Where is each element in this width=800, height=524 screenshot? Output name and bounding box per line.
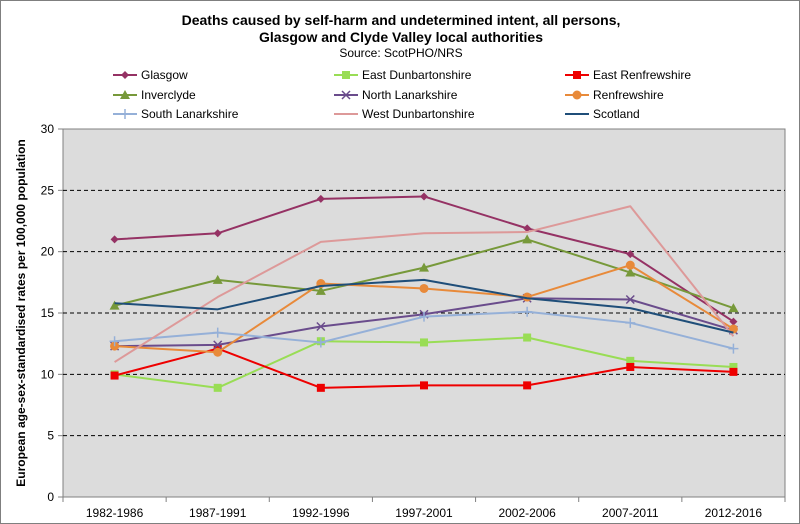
legend-label: East Renfrewshire (593, 68, 691, 82)
data-point (626, 356, 635, 365)
legend-item: Renfrewshire (565, 88, 664, 102)
x-axis-ticks: 1982-1986 1987-1991 1992-1996 1997-2001 2002… (62, 497, 786, 520)
legend-item: East Renfrewshire (565, 68, 691, 82)
x-tick-label: 2002-2006 (498, 506, 556, 520)
x-tick-label: 1982-1986 (86, 506, 144, 520)
y-tick-label: 25 (41, 183, 55, 197)
data-point (420, 338, 428, 347)
legend-label: Glasgow (141, 68, 188, 82)
series-group (109, 192, 739, 392)
legend-label: Renfrewshire (593, 88, 664, 102)
legend-label: West Dunbartonshire (362, 107, 475, 121)
data-point (212, 327, 223, 338)
data-point (523, 224, 532, 233)
data-point (625, 267, 636, 277)
data-point (573, 71, 581, 79)
data-point (420, 192, 428, 201)
data-point (121, 71, 129, 79)
series-west-dunbartonshire (114, 205, 735, 363)
data-point (110, 371, 119, 380)
data-point (342, 71, 350, 79)
data-point (213, 347, 223, 357)
data-point (523, 333, 532, 342)
data-point (626, 250, 635, 259)
y-axis-ticks: 0 5 10 15 20 25 30 (41, 122, 63, 504)
data-point (626, 362, 635, 371)
data-point (315, 285, 326, 295)
legend-label: Scotland (593, 107, 640, 121)
y-tick-label: 30 (41, 122, 55, 136)
y-tick-label: 0 (47, 490, 54, 504)
y-tick-label: 15 (41, 306, 55, 320)
data-point (109, 336, 120, 347)
y-tick-label: 20 (41, 245, 55, 259)
data-point (213, 383, 222, 392)
data-point (419, 283, 429, 293)
data-point (522, 306, 533, 317)
chart-title-line2: Glasgow and Clyde Valley local authoriti… (259, 29, 543, 45)
data-point (419, 262, 429, 272)
legend-item: East Dunbartonshire (334, 68, 472, 82)
data-point (522, 234, 533, 244)
data-point (420, 381, 428, 390)
data-point (316, 383, 325, 392)
data-point (419, 311, 429, 322)
data-point (523, 381, 532, 390)
data-point (625, 260, 635, 270)
data-point (110, 235, 119, 244)
series-glasgow (110, 192, 738, 326)
data-point (729, 362, 738, 371)
series-scotland (114, 278, 734, 334)
y-tick-label: 10 (41, 367, 55, 381)
data-point (729, 317, 738, 326)
series-south-lanarkshire (109, 306, 739, 354)
data-point (625, 317, 636, 328)
data-point (572, 90, 582, 100)
legend-item: South Lanarkshire (113, 107, 239, 121)
legend-label: South Lanarkshire (141, 107, 239, 121)
series-line (114, 205, 735, 363)
data-point (316, 321, 326, 332)
data-point (729, 367, 738, 376)
legend-item: Inverclyde (113, 88, 196, 102)
data-point (316, 194, 325, 203)
data-point (120, 109, 130, 119)
legend-item: West Dunbartonshire (334, 107, 475, 121)
data-point (213, 229, 222, 238)
y-tick-label: 5 (47, 429, 54, 443)
legend-item: Scotland (565, 107, 640, 121)
data-point (212, 274, 223, 284)
x-tick-label: 1997-2001 (395, 506, 453, 520)
x-tick-label: 1992-1996 (292, 506, 350, 520)
legend-label: Inverclyde (141, 88, 196, 102)
y-axis-label: European age-sex-standardised rates per … (14, 139, 28, 486)
data-point (213, 340, 223, 350)
legend-label: East Dunbartonshire (362, 68, 472, 82)
legend-item: Glasgow (113, 68, 188, 82)
series-renfrewshire (110, 260, 738, 357)
chart-subtitle: Source: ScotPHO/NRS (339, 46, 462, 60)
series-inverclyde (109, 234, 739, 313)
legend-label: North Lanarkshire (362, 88, 458, 102)
data-point (120, 90, 130, 99)
data-point (728, 303, 739, 313)
x-tick-label: 2012-2016 (705, 506, 763, 520)
series-line (114, 278, 734, 334)
x-tick-label: 1987-1991 (189, 506, 247, 520)
data-point (315, 337, 326, 348)
legend: Glasgow East Dunbartonshire East Renfrewsh… (113, 68, 691, 121)
data-point (109, 300, 120, 310)
legend-item: North Lanarkshire (334, 88, 458, 102)
data-point (728, 343, 739, 354)
chart-title-line1: Deaths caused by self-harm and undetermi… (182, 12, 621, 28)
data-point (625, 294, 635, 305)
x-tick-label: 2007-2011 (602, 506, 659, 520)
data-point (341, 90, 351, 100)
